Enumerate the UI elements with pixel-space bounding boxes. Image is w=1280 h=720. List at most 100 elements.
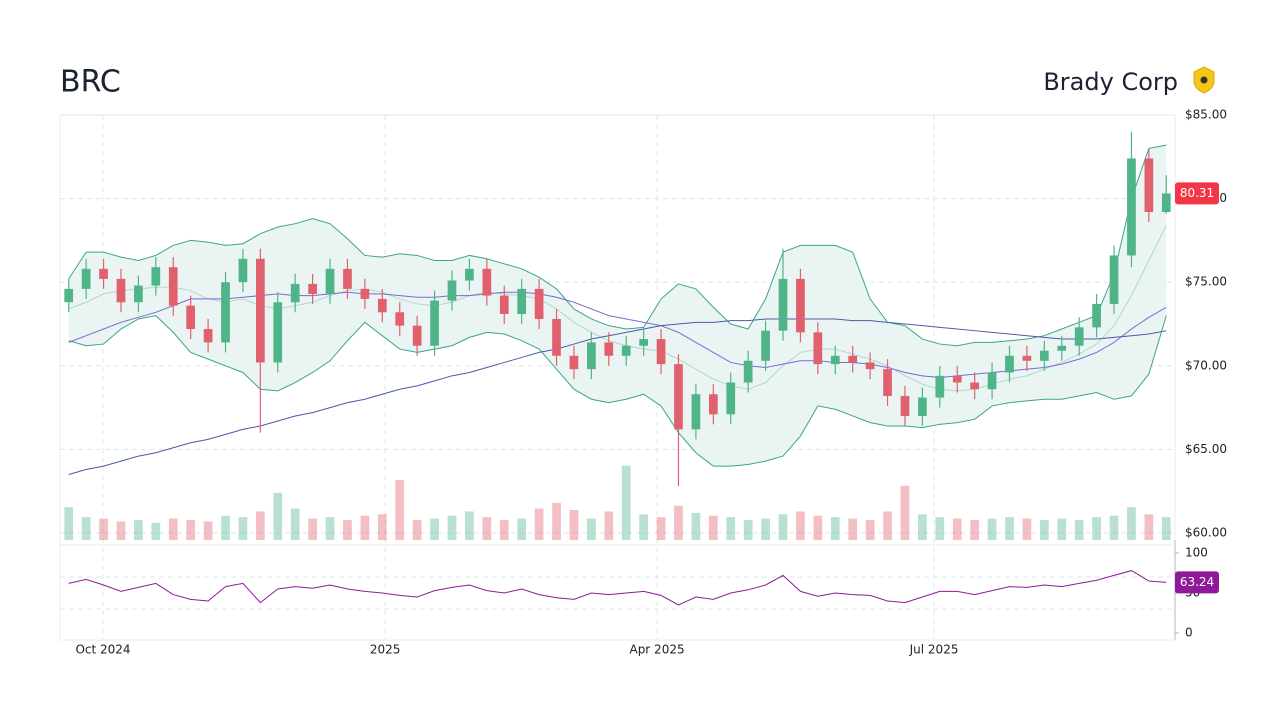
candle-body — [360, 288, 370, 299]
volume-bar — [134, 520, 143, 540]
volume-bar — [221, 515, 230, 540]
candle-body — [1057, 345, 1067, 351]
chart-title: BRC — [60, 65, 121, 100]
volume-bar — [412, 520, 422, 540]
volume-bar — [970, 520, 980, 540]
candle-body — [273, 302, 283, 363]
candle-body — [517, 288, 527, 314]
volume-bar — [81, 517, 91, 540]
volume-bar — [674, 505, 683, 540]
band-fill — [68, 145, 1167, 467]
candle-body — [918, 397, 927, 416]
company-name: Brady Corp — [1043, 68, 1178, 96]
x-tick-label: Apr 2025 — [629, 643, 684, 657]
candle-body — [534, 288, 544, 319]
volume-bar — [343, 520, 352, 540]
volume-bar — [1161, 517, 1171, 540]
volume-bar — [325, 517, 335, 540]
volume-bar — [708, 515, 718, 540]
volume-bar — [482, 517, 492, 540]
candle-body — [1022, 355, 1032, 361]
volume-bar — [1039, 520, 1049, 540]
candle-body — [604, 342, 614, 356]
last-price-label: 80.31 — [1180, 186, 1214, 200]
candle-body — [151, 267, 161, 286]
candle-body — [796, 278, 805, 333]
volume-bar — [587, 518, 596, 540]
candle-body — [412, 325, 422, 346]
candle-body — [569, 355, 579, 370]
volume-bar — [743, 520, 753, 540]
volume-bar — [395, 480, 405, 540]
candle-body — [221, 282, 230, 343]
candle-body — [621, 345, 631, 356]
volume-bar — [778, 514, 788, 540]
rsi-last-label: 63.24 — [1180, 575, 1214, 589]
volume-bar — [1022, 518, 1032, 540]
volume-bar — [255, 511, 265, 540]
volume-bar — [186, 520, 196, 540]
x-tick-label: 2025 — [370, 643, 401, 657]
volume-bar — [604, 511, 614, 540]
candle-body — [987, 372, 997, 390]
y-tick-label: $85.00 — [1185, 108, 1227, 122]
volume-bar — [691, 512, 701, 540]
volume-bar — [360, 515, 370, 540]
candle-body — [1109, 255, 1119, 304]
x-tick-label: Oct 2024 — [75, 643, 130, 657]
plot-frame — [59, 114, 1176, 641]
y-tick-label: $75.00 — [1185, 275, 1227, 289]
candle-body — [395, 312, 405, 326]
volume-bar — [447, 515, 457, 540]
last-price-badge — [1175, 182, 1219, 205]
candle-body — [343, 268, 352, 289]
volume-bar — [656, 517, 666, 540]
y-tick-label: $65.00 — [1185, 442, 1227, 456]
volume-bar — [918, 514, 927, 540]
candle-body — [308, 283, 317, 294]
volume-bar — [900, 485, 910, 540]
volume-bar — [64, 507, 74, 540]
volume-bar — [883, 511, 892, 540]
candle-body — [587, 342, 596, 370]
rsi-line — [68, 570, 1167, 606]
candle-body — [674, 364, 683, 430]
candle-body — [99, 268, 108, 279]
volume-bar — [987, 518, 997, 540]
volume-bar — [639, 514, 648, 540]
x-tick-label: Jul 2025 — [909, 643, 959, 657]
candle-body — [325, 268, 335, 294]
candle-body — [465, 268, 474, 281]
candle-body — [656, 339, 666, 365]
candle-body — [1005, 355, 1014, 373]
volume-bar — [1144, 514, 1154, 540]
volume-bar — [1127, 507, 1136, 540]
candle-body — [708, 394, 718, 415]
candle-body — [238, 258, 248, 283]
candle-body — [134, 285, 143, 303]
candle-body — [865, 362, 875, 370]
volume-bar — [99, 518, 108, 540]
volume-bar — [151, 522, 161, 540]
volume-bar — [534, 508, 544, 540]
candle-body — [952, 375, 962, 383]
candle-body — [1161, 193, 1171, 212]
candle-body — [447, 280, 457, 301]
volume-bar — [203, 521, 213, 540]
volume-bar — [621, 465, 631, 540]
candle-body — [1074, 327, 1084, 346]
volume-bar — [569, 510, 579, 540]
band-middle — [68, 225, 1167, 392]
candle-body — [743, 360, 753, 383]
moving-average — [68, 318, 1167, 475]
volume-bar — [116, 521, 126, 540]
volume-bar — [1109, 515, 1119, 540]
candle-body — [1144, 158, 1154, 212]
candle-body — [168, 267, 178, 306]
candle-body — [430, 300, 439, 346]
moving-average — [68, 291, 1167, 379]
volume-bar — [813, 515, 823, 540]
volume-bar — [1074, 520, 1084, 540]
y-tick-label: $70.00 — [1185, 358, 1227, 372]
